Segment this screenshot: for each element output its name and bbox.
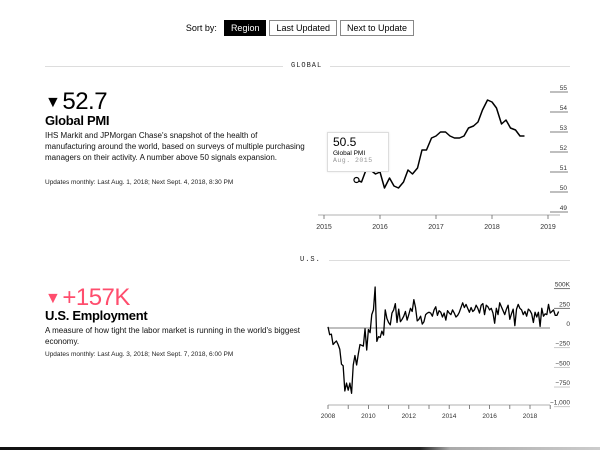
x-tick-label: 2018 [484, 224, 500, 231]
x-tick-label: 2018 [523, 413, 538, 420]
y-tick-label: −250 [555, 341, 570, 348]
employment-title: U.S. Employment [45, 308, 148, 323]
pmi-value-text: 52.7 [62, 88, 108, 115]
y-tick-label: 50 [560, 185, 568, 192]
y-tick-label: 500K [555, 282, 571, 289]
y-tick-label: 51 [560, 165, 568, 172]
y-tick-label: 0 [566, 321, 570, 328]
x-tick-label: 2014 [442, 413, 457, 420]
section-label-us: U.S. [292, 256, 329, 264]
highlight-point[interactable] [353, 176, 360, 184]
sort-label: Sort by: [185, 23, 217, 33]
x-tick-label: 2017 [428, 224, 444, 231]
y-tick-label: 54 [560, 105, 568, 112]
y-tick-label: 53 [560, 125, 568, 132]
down-arrow-icon: ▼ [45, 94, 61, 111]
tooltip-value: 50.5 [333, 135, 357, 149]
x-tick-label: 2012 [402, 413, 417, 420]
pmi-chart[interactable]: 2015 2016 2017 2018 2019 55 54 53 52 51 50 49 [316, 85, 568, 231]
pmi-description: IHS Markit and JPMorgan Chase's snapshot… [45, 131, 305, 162]
pmi-tooltip: 50.5 Global PMI Aug. 2015 [327, 132, 389, 172]
section-divider-us [310, 260, 570, 261]
pmi-updates: Updates monthly: Last Aug. 1, 2018; Next… [45, 179, 234, 186]
employment-value-text: +157K [62, 284, 130, 311]
section-label-global: GLOBAL [283, 62, 331, 70]
sort-bar: Sort by: Region Last Updated Next to Upd… [0, 20, 600, 36]
employment-value: ▼+157K [45, 286, 130, 311]
pmi-title: Global PMI [45, 113, 110, 128]
tooltip-name: Global PMI [333, 150, 366, 157]
employment-line [327, 286, 560, 394]
bottom-edge [0, 447, 600, 450]
sort-region-button[interactable]: Region [223, 20, 267, 36]
sort-next-to-update-button[interactable]: Next to Update [340, 20, 415, 36]
x-tick-label: 2016 [372, 224, 388, 231]
y-tick-label: 49 [560, 205, 568, 212]
employment-updates: Updates monthly: Last Aug. 3, 2018; Next… [45, 351, 234, 358]
x-tick-label: 2016 [482, 413, 497, 420]
x-tick-label: 2015 [316, 224, 332, 231]
y-tick-label: 55 [560, 85, 568, 92]
y-tick-label: −1,000 [550, 400, 570, 407]
tooltip-date: Aug. 2015 [333, 157, 373, 164]
down-arrow-icon: ▼ [45, 290, 61, 307]
x-tick-label: 2019 [540, 224, 556, 231]
y-tick-label: 250 [559, 301, 570, 308]
pmi-line [356, 99, 525, 189]
x-tick-label: 2008 [321, 413, 336, 420]
y-tick-label: −500 [555, 360, 570, 367]
x-tick-label: 2010 [361, 413, 376, 420]
sort-last-updated-button[interactable]: Last Updated [269, 20, 338, 36]
pmi-value: ▼52.7 [45, 88, 108, 115]
employment-chart[interactable]: 2008 2010 2012 2014 2016 2018 500K 250 0 −250 −500… [321, 282, 571, 420]
y-tick-label: 52 [560, 145, 568, 152]
y-tick-label: −750 [555, 380, 570, 387]
employment-description: A measure of how tight the labor market … [45, 326, 300, 346]
